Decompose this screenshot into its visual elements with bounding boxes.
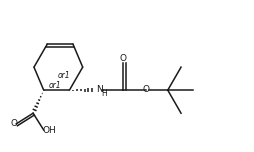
Text: O: O bbox=[142, 85, 149, 94]
Text: N: N bbox=[96, 85, 102, 94]
Text: O: O bbox=[120, 54, 127, 63]
Text: OH: OH bbox=[43, 126, 56, 135]
Text: O: O bbox=[11, 119, 18, 128]
Text: or1: or1 bbox=[58, 71, 70, 80]
Text: or1: or1 bbox=[49, 81, 61, 90]
Text: H: H bbox=[101, 89, 107, 98]
